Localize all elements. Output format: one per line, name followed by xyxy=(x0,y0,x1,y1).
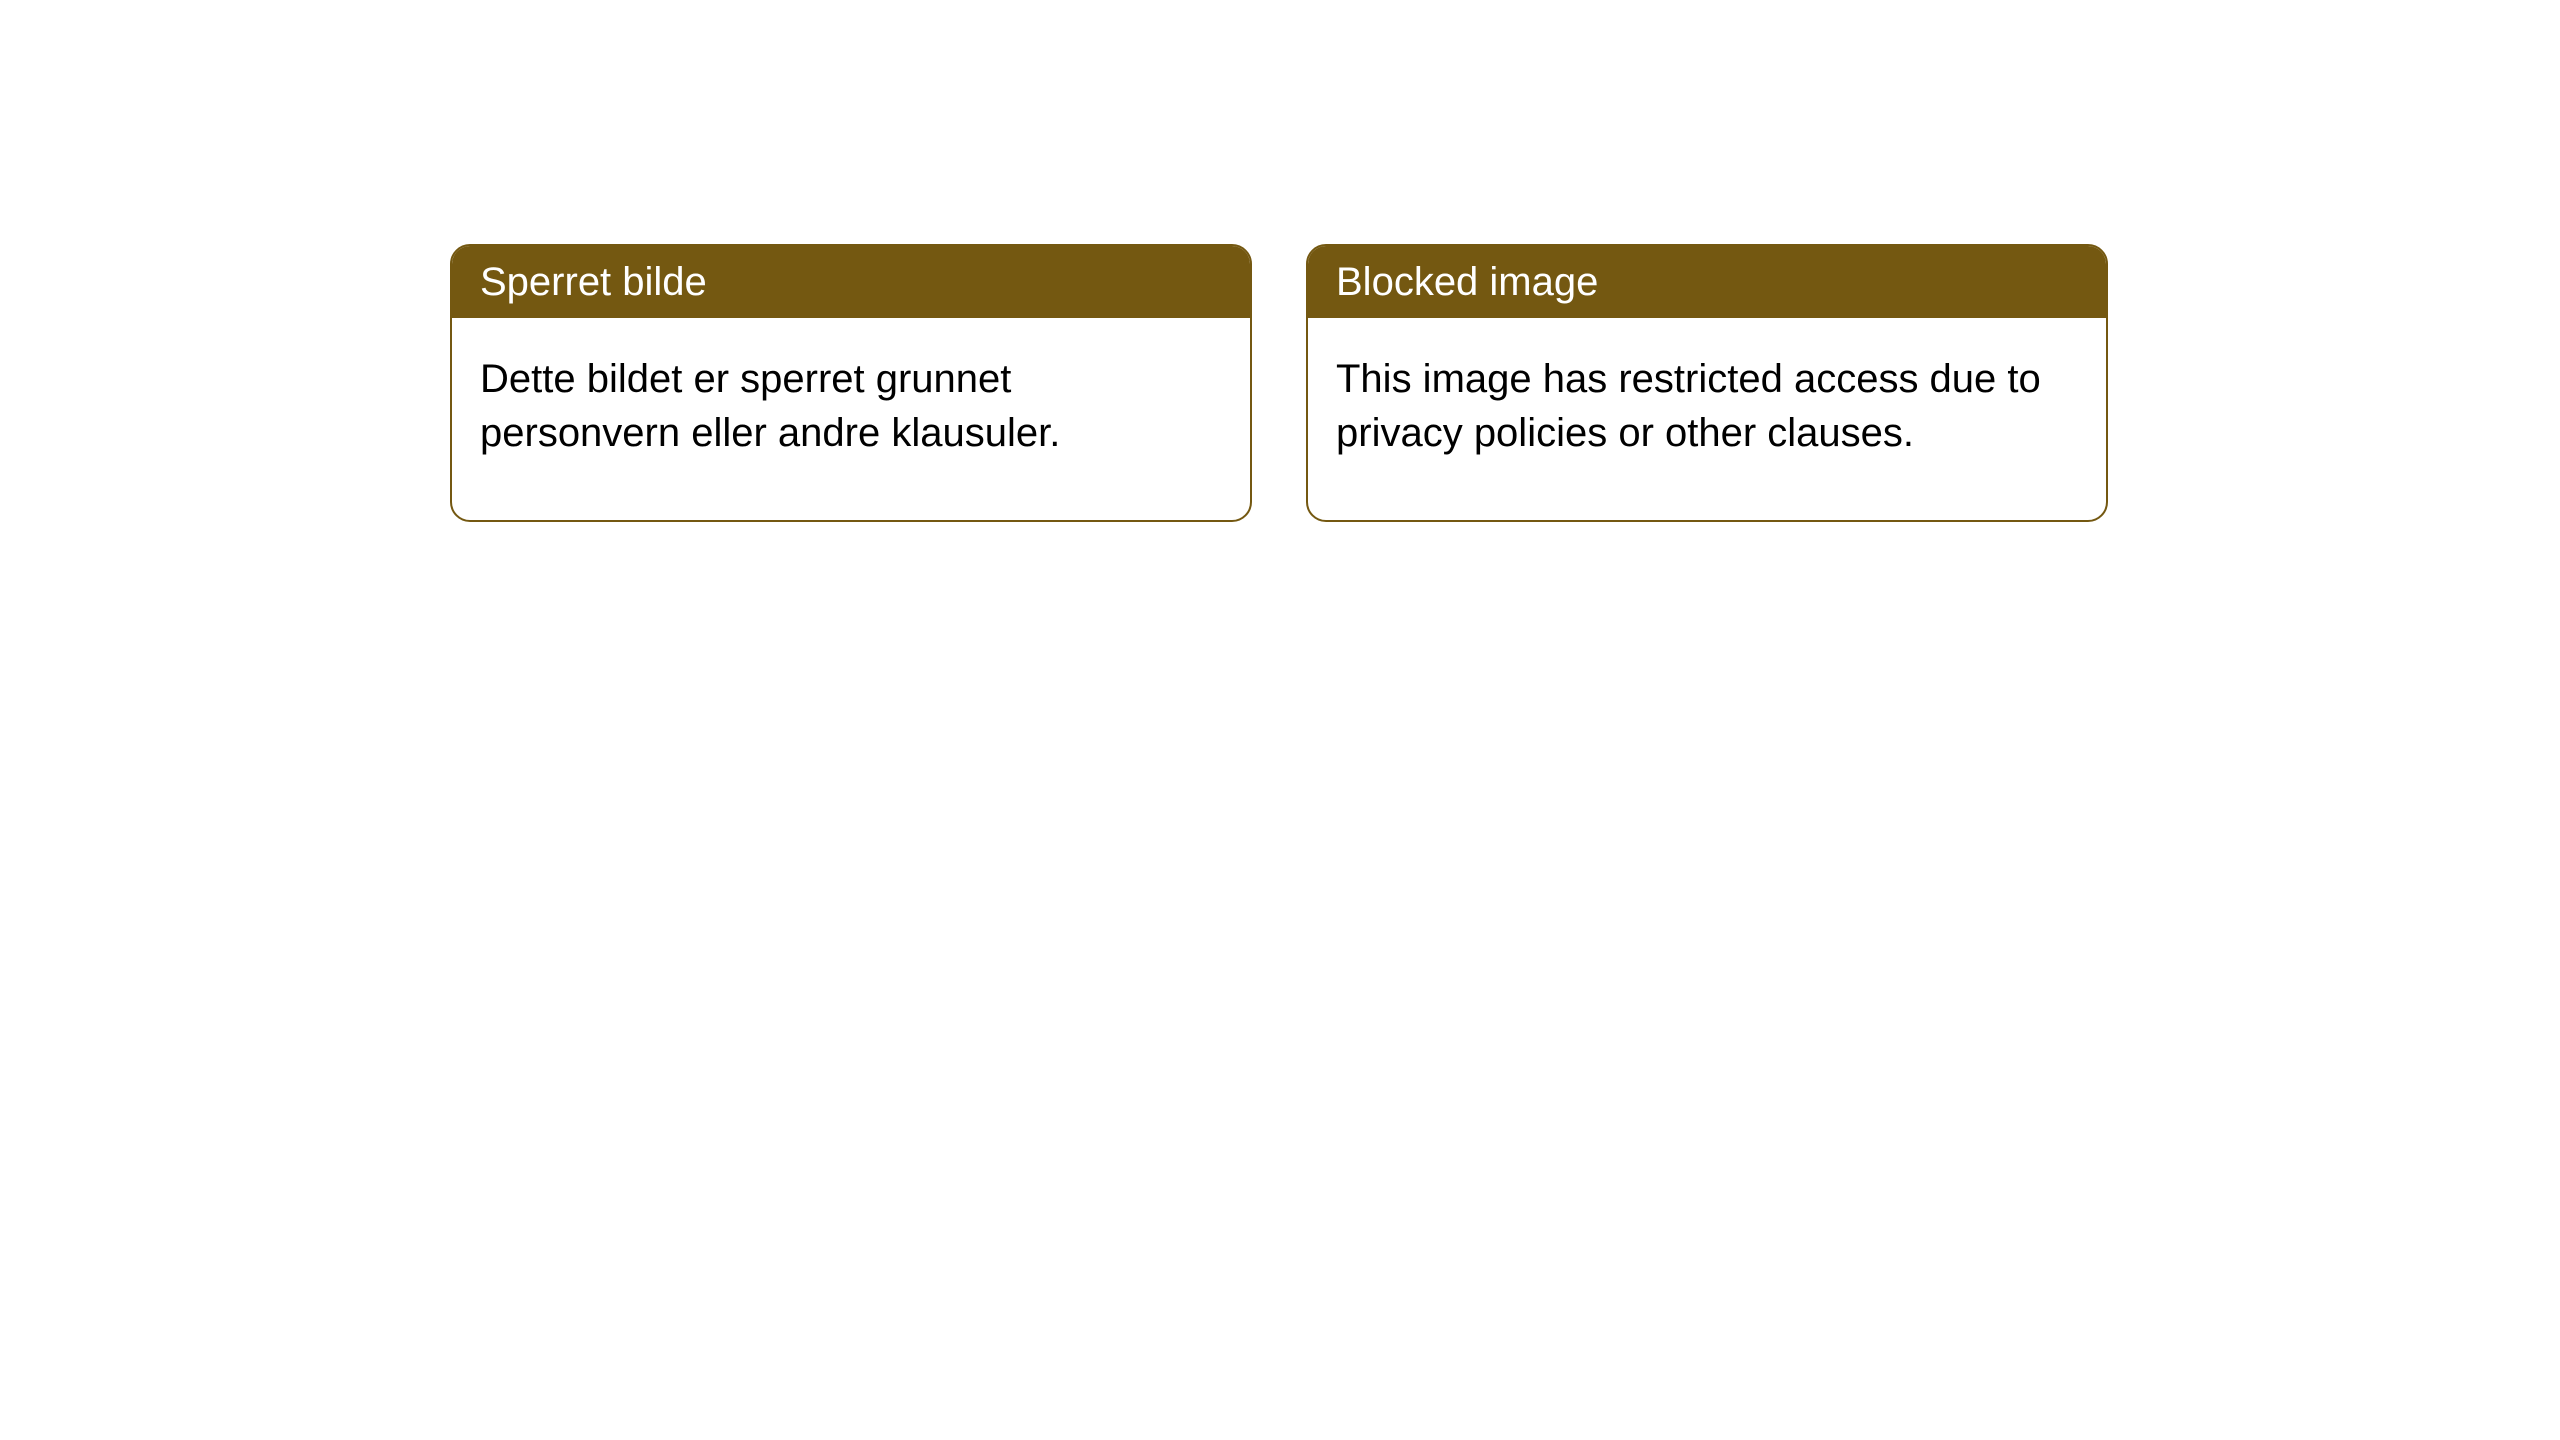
card-header: Sperret bilde xyxy=(452,246,1250,318)
card-header: Blocked image xyxy=(1308,246,2106,318)
blocked-image-card-norwegian: Sperret bilde Dette bildet er sperret gr… xyxy=(450,244,1252,522)
notice-cards-container: Sperret bilde Dette bildet er sperret gr… xyxy=(450,244,2108,522)
card-body-text: This image has restricted access due to … xyxy=(1308,318,2106,520)
blocked-image-card-english: Blocked image This image has restricted … xyxy=(1306,244,2108,522)
card-body-text: Dette bildet er sperret grunnet personve… xyxy=(452,318,1250,520)
